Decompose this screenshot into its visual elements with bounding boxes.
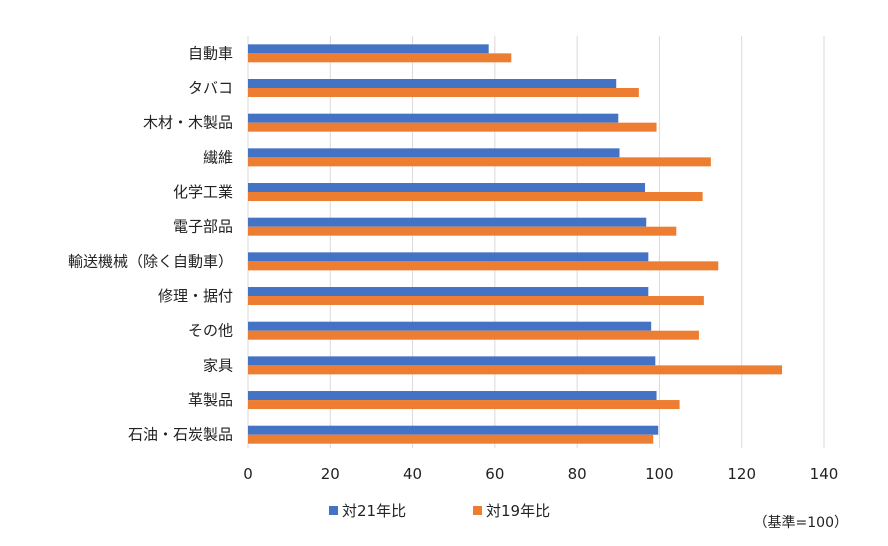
bar-series1-3	[248, 148, 620, 158]
legend-label: 対21年比	[342, 502, 406, 520]
x-tick-label: 60	[485, 465, 504, 483]
legend-label: 対19年比	[486, 502, 550, 520]
category-label: 輸送機械（除く自動車）	[68, 252, 233, 270]
bar-series1-7	[248, 287, 649, 297]
category-label: 家具	[203, 356, 233, 374]
legend-swatch	[473, 506, 482, 515]
x-tick-labels: 0 20 40 60 80 100 120 140	[243, 465, 838, 483]
bar-series2-4	[248, 192, 703, 202]
category-label: 化学工業	[173, 183, 233, 201]
base-note: （基準=100）	[754, 514, 848, 531]
bar-series2-5	[248, 226, 677, 236]
category-label: 電子部品	[173, 218, 233, 236]
x-tick-label: 120	[727, 465, 756, 483]
bar-series1-1	[248, 79, 617, 89]
x-tick-label: 80	[568, 465, 587, 483]
bar-series2-10	[248, 400, 680, 410]
category-label: 石油・石炭製品	[128, 426, 233, 444]
bar-series1-9	[248, 356, 656, 366]
category-label: その他	[188, 322, 233, 340]
bar-series1-4	[248, 183, 646, 193]
bar-series1-2	[248, 113, 619, 123]
x-tick-label: 20	[321, 465, 340, 483]
bar-series2-11	[248, 434, 654, 444]
bar-series2-9	[248, 365, 783, 375]
x-tick-label: 140	[810, 465, 839, 483]
bar-series1-11	[248, 425, 659, 435]
legend: 対21年比 対19年比	[329, 502, 550, 520]
category-label: 繊維	[203, 148, 233, 166]
bar-series1-5	[248, 217, 647, 227]
bar-series1-0	[248, 44, 489, 54]
category-label: タバコ	[188, 79, 233, 97]
grid-lines	[247, 36, 825, 448]
category-label: 木材・木製品	[143, 114, 233, 132]
bar-series2-0	[248, 53, 512, 63]
bar-series2-8	[248, 330, 699, 340]
bar-series1-6	[248, 252, 649, 262]
bar-series2-7	[248, 296, 704, 306]
bar-series2-3	[248, 157, 711, 167]
category-label: 自動車	[188, 44, 233, 62]
bar-series1-8	[248, 321, 652, 331]
x-tick-label: 40	[403, 465, 422, 483]
bars	[248, 44, 783, 444]
bar-series1-10	[248, 391, 657, 401]
category-label: 革製品	[188, 391, 233, 409]
category-label: 修理・据付	[158, 287, 233, 305]
legend-swatch	[329, 506, 338, 515]
bar-series2-1	[248, 88, 639, 98]
bar-series2-2	[248, 122, 657, 132]
x-tick-label: 100	[645, 465, 674, 483]
bar-series2-6	[248, 261, 719, 271]
x-tick-label: 0	[243, 465, 253, 483]
